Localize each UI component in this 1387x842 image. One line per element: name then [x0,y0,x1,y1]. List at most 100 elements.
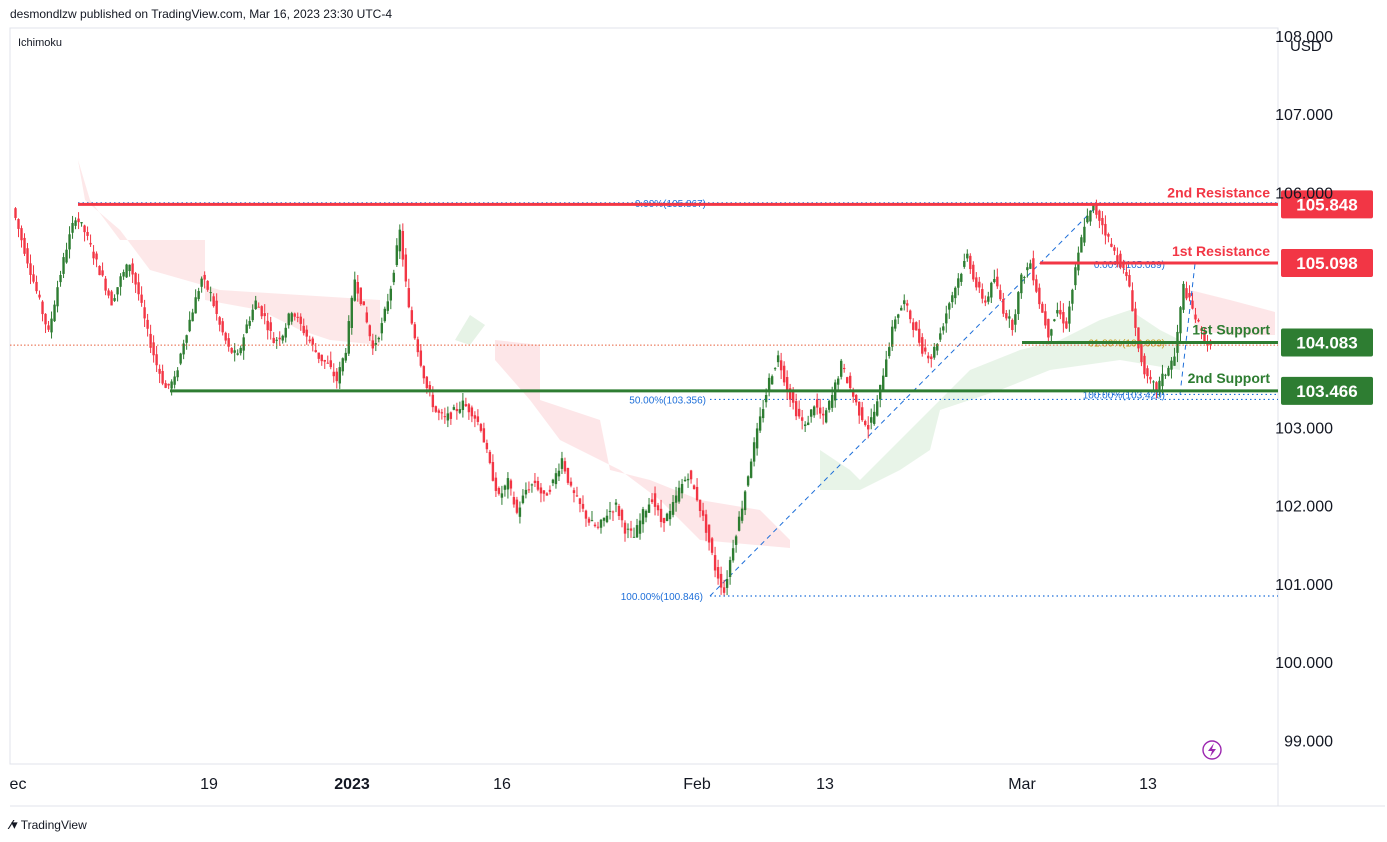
candle-body [1062,311,1065,324]
candle-body [999,290,1002,300]
candle-body [413,324,417,339]
y-tick-label: 99.000 [1284,734,1333,751]
candle-body [254,300,257,310]
candle-body [452,407,456,410]
candle-body [53,304,56,322]
candle-body [401,230,405,260]
candle-body [500,493,504,498]
candle-body [1128,275,1131,287]
candle-body [882,375,885,392]
candle-body [749,461,753,478]
candle-body [933,346,936,358]
candle-body [972,264,975,280]
candle-body [996,276,999,287]
publisher-info: desmondlzw published on TradingView.com,… [10,7,392,21]
candle-body [557,470,561,477]
candle-body [1152,381,1155,383]
x-tick-label: 2023 [334,776,370,793]
candle-body [993,279,996,283]
candle-body [224,332,227,341]
candle-body [194,297,197,314]
candle-body [716,567,720,579]
candle-body [155,354,158,366]
candle-body [107,290,110,296]
lightning-icon[interactable] [1202,740,1222,760]
cloud-band [455,315,485,345]
candle-body [755,428,759,449]
candle-body [560,458,564,469]
candle-body [876,401,879,416]
candle-body [473,415,477,419]
candle-body [1158,380,1161,390]
candle-body [990,282,993,298]
candle-body [587,518,591,523]
candle-body [867,425,870,430]
candle-body [98,266,101,276]
fib-label: 100.00%(100.846) [621,592,703,603]
candle-body [398,229,402,252]
candle-body [842,367,846,370]
candle-body [284,327,287,338]
candle-body [164,383,167,388]
candle-body [599,519,603,528]
candle-body [404,254,408,282]
candle-body [1191,300,1194,309]
support-resistance-levels: 2nd Resistance 105.848 1st Resistance 105.0… [78,184,1373,405]
candle-body [437,410,441,413]
candle-body [704,514,708,533]
candle-body [1035,279,1038,292]
candle-body [158,368,161,374]
level-price-badge [1281,376,1373,405]
candle-body [891,326,894,347]
candle-body [35,281,38,292]
candle-body [89,242,92,245]
candle-body [428,384,432,392]
candle-body [713,555,717,571]
candle-body [864,421,867,425]
candle-body [1140,344,1143,363]
candle-body [641,509,645,525]
candle-body [770,376,774,385]
candle-body [113,298,116,301]
level-price-badge [1281,249,1373,278]
candle-body [521,495,525,504]
candle-body [143,307,146,319]
candle-body [930,356,933,360]
candle-body [383,308,387,322]
candle-body [1200,328,1203,331]
candle-body [32,274,35,282]
candle-body [885,359,888,377]
candle-body [95,253,98,260]
candle-body [479,424,483,431]
candle-body [821,413,825,416]
candle-body [359,287,362,305]
candle-body [71,222,74,233]
candle-body [422,366,426,379]
candle-body [969,255,972,270]
candle-body [140,294,143,303]
tradingview-brand[interactable]: ⁄▾ TradingView [10,817,87,833]
candle-body [41,301,44,315]
candle-body [347,321,350,354]
candle-body [900,307,903,311]
candle-body [356,281,359,294]
candle-body [906,303,909,306]
candle-body [848,375,852,389]
candle-body [527,489,531,491]
x-tick-label: 13 [1139,776,1157,793]
candle-body [1131,290,1134,312]
candle-body [407,288,411,308]
candle-body [608,510,612,512]
candle-body [569,481,573,486]
candle-body [290,313,293,322]
candle-body [536,480,540,490]
candle-body [632,536,636,538]
candle-body [1053,319,1056,322]
candle-body [611,511,615,513]
candle-body [320,354,323,362]
candle-body [134,273,137,285]
cloud-band [78,160,380,345]
candle-body [1056,310,1059,314]
candle-body [656,505,660,511]
